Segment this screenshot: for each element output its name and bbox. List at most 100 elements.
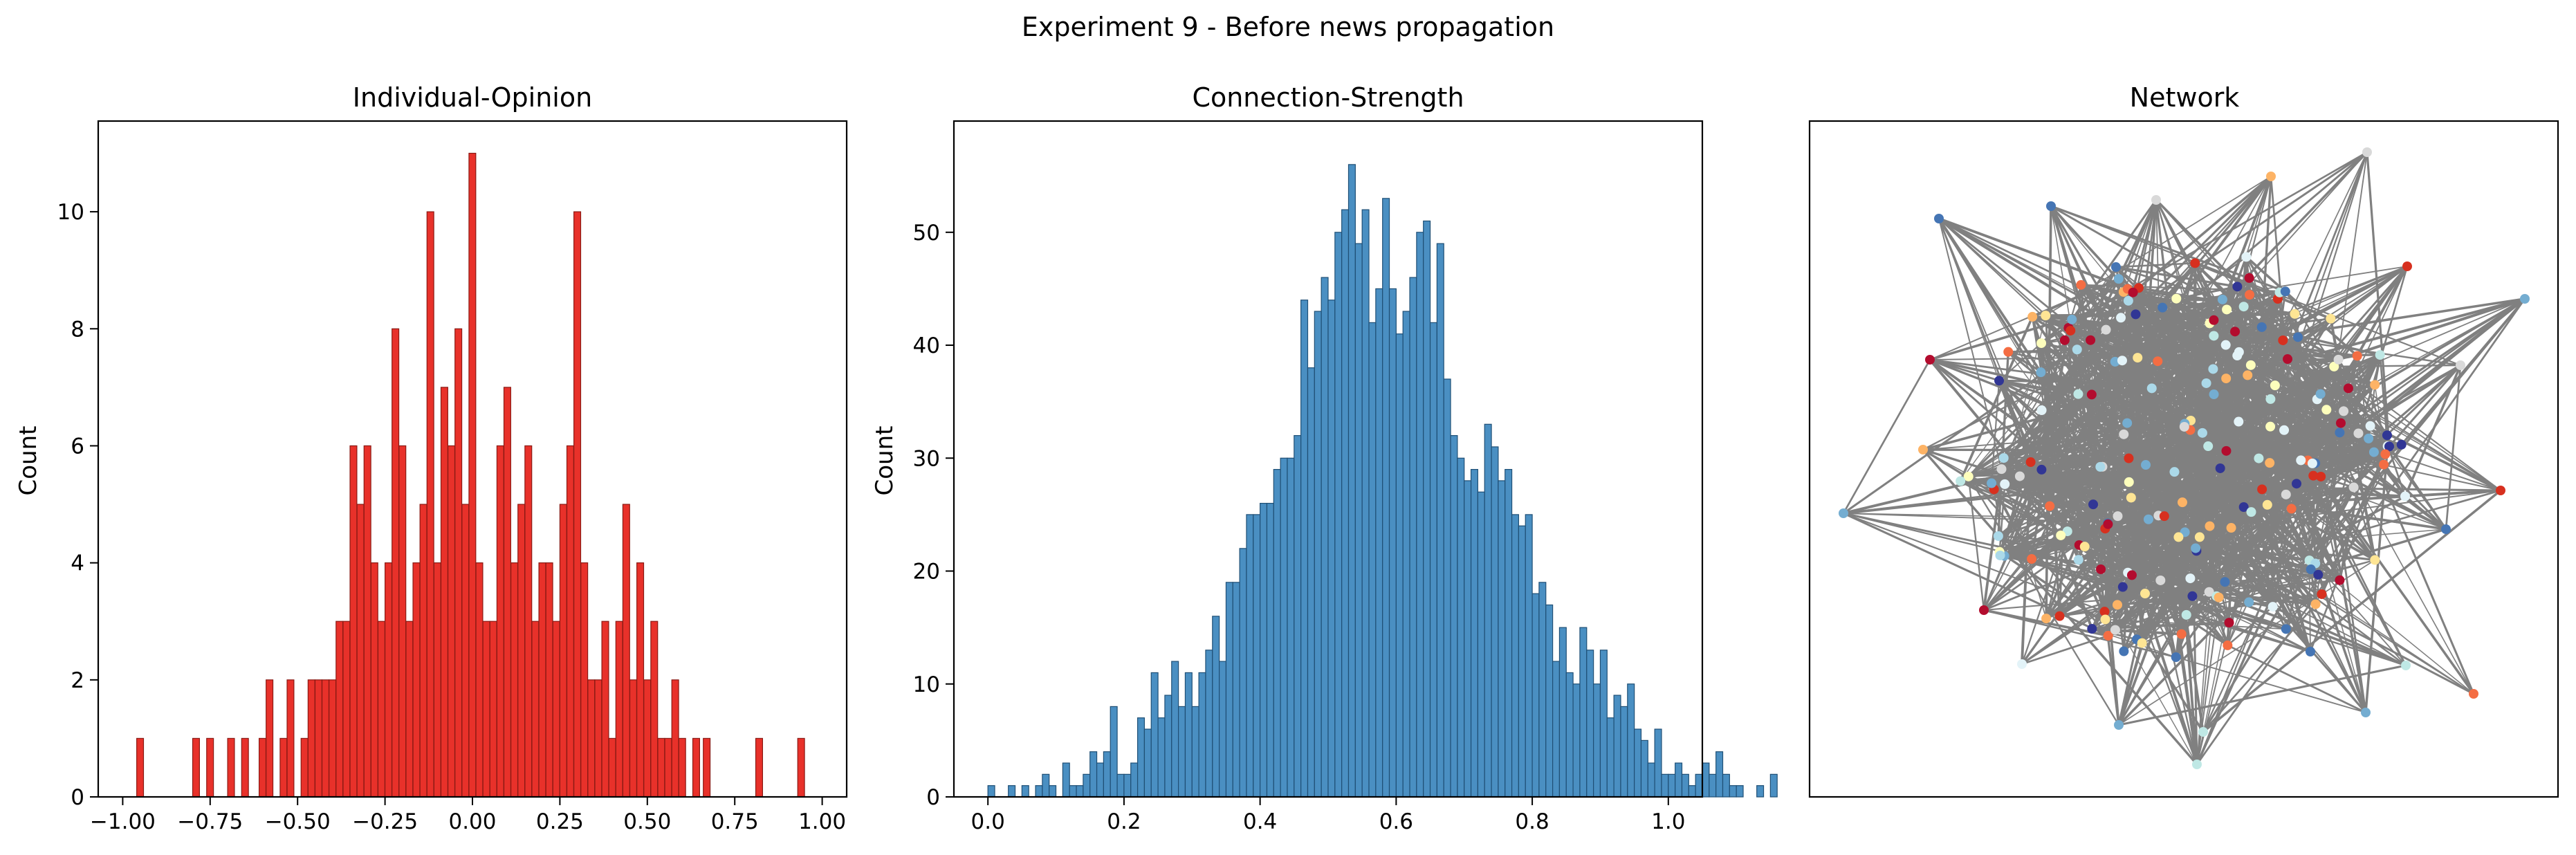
network-edge [2216,364,2461,597]
network-node [2257,484,2267,495]
opinion-bar [433,562,441,798]
network-node [2348,482,2359,493]
network-node [2368,447,2379,457]
strength-bar [1137,717,1146,798]
strength-bar [1769,773,1778,798]
opinion-bar [461,504,470,798]
network-node [2155,575,2166,585]
network-node [2124,477,2134,487]
strength-ylabel: Count [871,426,899,496]
strength-bar [1565,672,1574,798]
network-node [2335,418,2346,428]
network-node [2307,458,2317,468]
network-node [2256,322,2267,332]
network-edge [2113,361,2131,459]
opinion-bar [517,504,526,798]
opinion-bar [258,737,267,798]
opinion-bar [475,562,484,798]
strength-bar [1395,333,1404,798]
network-edge [2309,454,2386,652]
opinion-bar [608,737,616,798]
strength-bar [1613,695,1621,798]
network-node [2158,302,2168,313]
network-node [2315,389,2326,399]
strength-bar [1491,446,1499,798]
network-edge [2100,568,2182,635]
strength-bar [1498,480,1506,798]
network-edge [2041,342,2165,517]
strength-bar [1443,378,1451,798]
network-node [2059,335,2070,345]
opinion-bar [503,387,511,798]
network-edge [2114,361,2184,503]
network-edge [2270,176,2298,484]
network-edge [2307,459,2475,695]
strength-bar [1334,232,1343,798]
network-node [2401,661,2411,670]
opinion-xtick-label: 0.25 [536,809,584,834]
network-edge [2250,511,2312,652]
opinion-bar [266,679,274,798]
network-edge [2261,151,2368,490]
network-node [2197,428,2207,438]
network-edge [2061,511,2252,537]
strength-bar [1531,593,1540,798]
strength-bar [1021,785,1029,798]
network-node [2306,564,2316,575]
network-edge [2189,430,2196,549]
network-node [2187,591,2198,601]
network-node [2214,592,2224,603]
network-node [2122,418,2133,428]
network-node [2353,428,2364,439]
network-edge [2041,468,2229,647]
network-node [2281,624,2291,634]
network-edge [1967,476,1985,611]
strength-bar [1205,650,1213,798]
strength-ytick-label: 50 [913,221,940,246]
network-edge [1938,218,2003,470]
opinion-bar [545,562,553,798]
opinion-bar [510,562,519,798]
network-node [2131,309,2141,320]
opinion-bar [657,737,665,798]
network-node [2126,493,2136,503]
network-node [2209,331,2219,341]
network-node [2087,624,2097,634]
network-node [2317,589,2327,599]
strength-bar [1640,739,1648,798]
network-node [2352,351,2362,361]
network-node [2073,555,2083,565]
network-edge [2388,365,2462,448]
network-edge [2000,288,2129,470]
network-node [2280,286,2290,297]
network-edge [2131,199,2158,576]
strength-bar [1634,728,1642,798]
network-edge [2337,359,2349,389]
strength-bar [1620,706,1628,798]
strength-bar [1116,773,1125,798]
network-node [2326,313,2336,324]
strength-bar [1260,502,1268,798]
network-edge [2092,457,2130,505]
network-node [2067,314,2077,324]
network-node [2335,575,2345,585]
opinion-ytick-label: 0 [71,785,84,810]
opinion-xtick-label: 0.50 [623,809,671,834]
network-node [2177,497,2187,508]
strength-bar [1253,514,1261,798]
network-node [2124,453,2134,463]
strength-bar [1123,773,1132,798]
network-node [2333,354,2344,365]
strength-bar [1675,762,1683,798]
network-edge [2238,351,2317,464]
network-edge [2175,656,2366,713]
network-edge [2343,384,2375,412]
strength-bar [1599,650,1608,798]
network-node [2137,638,2147,648]
network-node [2179,421,2189,432]
opinion-ticks: −1.00 −0.75 −0.50 −0.25 0.00 0.25 0.50 0.75 1.00… [57,200,847,834]
network-node [2140,589,2150,599]
network-edge [2060,534,2407,667]
network-node [1918,445,1928,454]
